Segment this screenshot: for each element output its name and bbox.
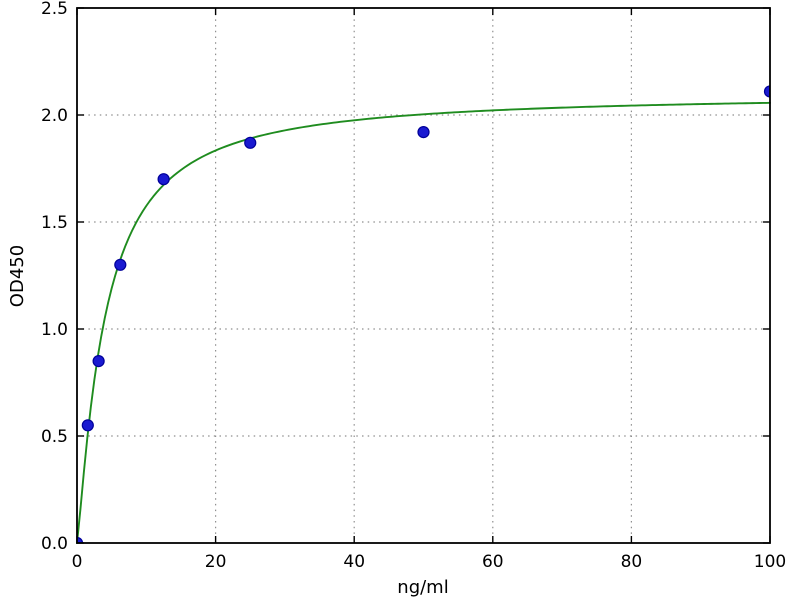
y-tick-label: 2.5 bbox=[41, 0, 68, 19]
data-point bbox=[157, 173, 170, 186]
data-point bbox=[763, 85, 770, 98]
data-point bbox=[77, 536, 84, 543]
gridlines bbox=[77, 8, 770, 543]
data-points bbox=[77, 85, 770, 543]
axis-tick-marks bbox=[76, 7, 771, 544]
data-point bbox=[244, 136, 257, 149]
x-tick-label: 40 bbox=[343, 552, 365, 572]
x-tick-label: 80 bbox=[621, 552, 643, 572]
x-tick-label: 100 bbox=[754, 552, 786, 572]
y-tick-label: 1.0 bbox=[41, 320, 68, 340]
data-point bbox=[114, 258, 127, 271]
y-tick-label: 0.0 bbox=[41, 534, 68, 554]
y-tick-label: 0.5 bbox=[41, 427, 68, 447]
plot-frame bbox=[76, 7, 771, 544]
y-tick-label: 1.5 bbox=[41, 213, 68, 233]
x-tick-label: 20 bbox=[205, 552, 227, 572]
data-point bbox=[92, 355, 105, 368]
data-point bbox=[417, 126, 430, 139]
x-tick-label: 60 bbox=[482, 552, 504, 572]
data-point bbox=[81, 419, 94, 432]
x-tick-labels: 0 20 40 60 80 100 bbox=[72, 552, 787, 572]
y-tick-labels: 0.0 0.5 1.0 1.5 2.0 2.5 bbox=[41, 0, 68, 554]
x-axis-label: ng/ml bbox=[397, 577, 448, 598]
y-tick-label: 2.0 bbox=[41, 106, 68, 126]
x-tick-label: 0 bbox=[72, 552, 83, 572]
fit-curve-line bbox=[76, 101, 771, 544]
y-axis-label: OD450 bbox=[7, 245, 28, 307]
standard-curve-path bbox=[76, 101, 771, 544]
